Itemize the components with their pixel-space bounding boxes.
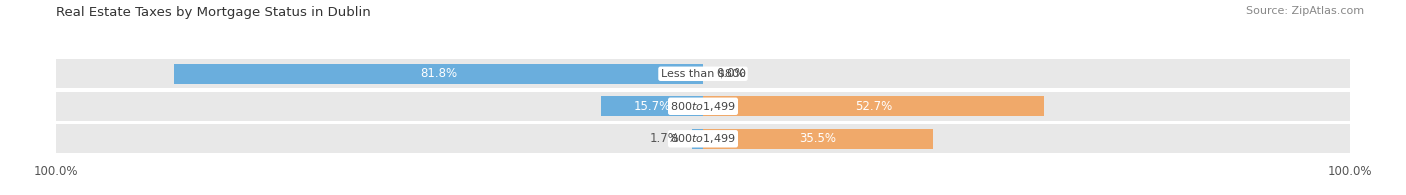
Text: Less than $800: Less than $800 <box>661 69 745 79</box>
Bar <box>56 59 1350 88</box>
Text: 81.8%: 81.8% <box>420 67 457 80</box>
Bar <box>692 129 703 149</box>
Bar <box>703 129 932 149</box>
Text: 35.5%: 35.5% <box>799 132 837 145</box>
Text: Real Estate Taxes by Mortgage Status in Dublin: Real Estate Taxes by Mortgage Status in … <box>56 6 371 19</box>
Legend: Without Mortgage, With Mortgage: Without Mortgage, With Mortgage <box>581 193 825 195</box>
Text: 0.0%: 0.0% <box>716 67 745 80</box>
Bar <box>174 64 703 84</box>
Bar <box>602 96 703 116</box>
Text: 1.7%: 1.7% <box>650 132 679 145</box>
Text: 15.7%: 15.7% <box>634 100 671 113</box>
Bar <box>703 96 1043 116</box>
Bar <box>56 92 1350 121</box>
Bar <box>56 124 1350 153</box>
Text: $800 to $1,499: $800 to $1,499 <box>671 100 735 113</box>
Text: Source: ZipAtlas.com: Source: ZipAtlas.com <box>1246 6 1364 16</box>
Text: $800 to $1,499: $800 to $1,499 <box>671 132 735 145</box>
Text: 52.7%: 52.7% <box>855 100 891 113</box>
